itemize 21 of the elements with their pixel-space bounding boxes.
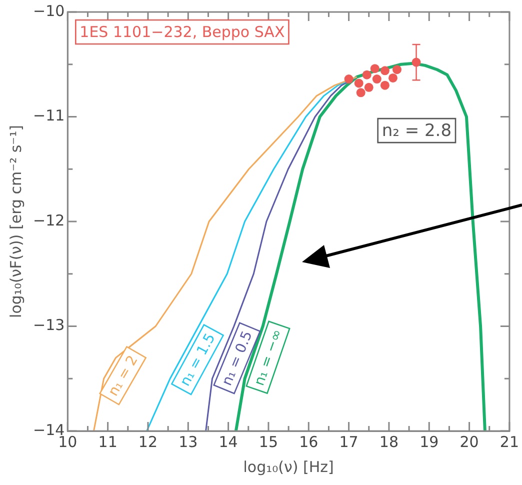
y-tick-label: −12: [33, 211, 65, 230]
text: n₁ = 2: [105, 352, 142, 400]
annotation: n₂ = 2.8: [382, 121, 452, 141]
text: n₁ = 1.5: [177, 330, 219, 389]
y-tick-label: −13: [33, 316, 65, 334]
annotation: 1ES 1101−232, Beppo SAX: [80, 22, 285, 41]
x-axis-title: log₁₀(ν) [Hz]: [243, 458, 334, 476]
x-tick-label: 15: [258, 432, 278, 451]
x-tick-label: 12: [138, 432, 158, 451]
x-tick-label: 17: [339, 432, 358, 451]
x-tick-label: 21: [500, 432, 520, 451]
x-tick-label: 14: [218, 432, 238, 451]
x-tick-label: 18: [379, 432, 399, 451]
x-tick-label: 16: [299, 432, 318, 451]
x-tick-label: 11: [98, 432, 118, 451]
y-tick-label: −11: [33, 106, 65, 125]
x-tick-label: 19: [420, 432, 439, 451]
y-tick-label: −10: [33, 2, 65, 20]
x-tick-label: 20: [460, 432, 479, 451]
x-tick-label: 13: [178, 432, 198, 451]
y-axis-title: log₁₀(νF(ν)) [erg cm⁻² s⁻¹]: [6, 125, 25, 318]
